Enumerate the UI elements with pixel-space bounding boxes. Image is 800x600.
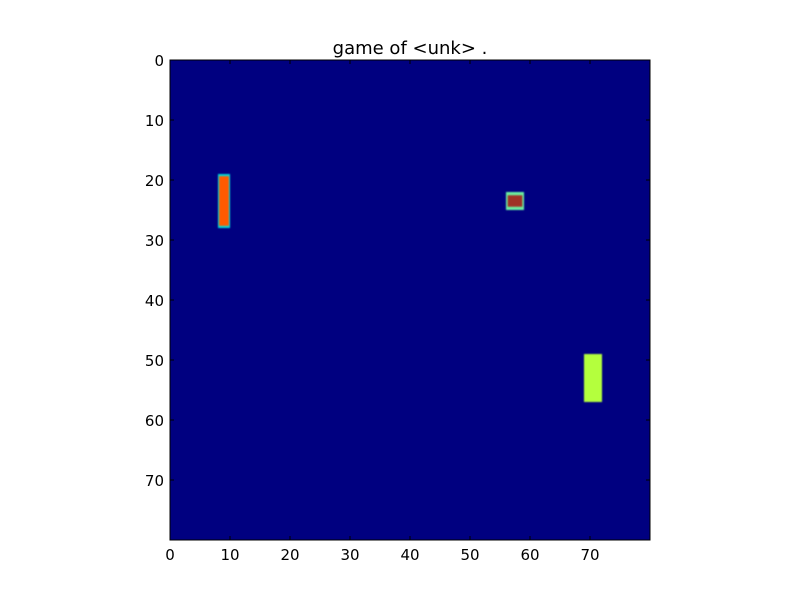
x-tick-label: 30	[340, 546, 359, 564]
y-tick-label: 10	[145, 112, 164, 130]
y-tick-label: 40	[145, 292, 164, 310]
left-paddle	[219, 176, 229, 226]
x-tick-label: 10	[220, 546, 239, 564]
x-tick-label: 50	[460, 546, 479, 564]
axis-ticks: 0 10 20 30 40 50 60 70 0 10 20 30 40 50 60 70	[145, 52, 650, 564]
right-paddle	[585, 357, 601, 399]
y-tick-label: 60	[145, 412, 164, 430]
game-frame-background	[170, 60, 650, 540]
x-tick-label: 20	[280, 546, 299, 564]
y-tick-label: 30	[145, 232, 164, 250]
ball	[507, 195, 523, 207]
y-tick-label: 0	[154, 52, 164, 70]
y-tick-label: 70	[145, 472, 164, 490]
game-objects	[218, 174, 602, 402]
x-tick-label: 40	[400, 546, 419, 564]
x-tick-label: 60	[520, 546, 539, 564]
y-tick-label: 50	[145, 352, 164, 370]
x-tick-label: 0	[165, 546, 175, 564]
x-tick-label: 70	[580, 546, 599, 564]
figure-title: game of <unk> .	[333, 38, 488, 59]
y-tick-label: 20	[145, 172, 164, 190]
